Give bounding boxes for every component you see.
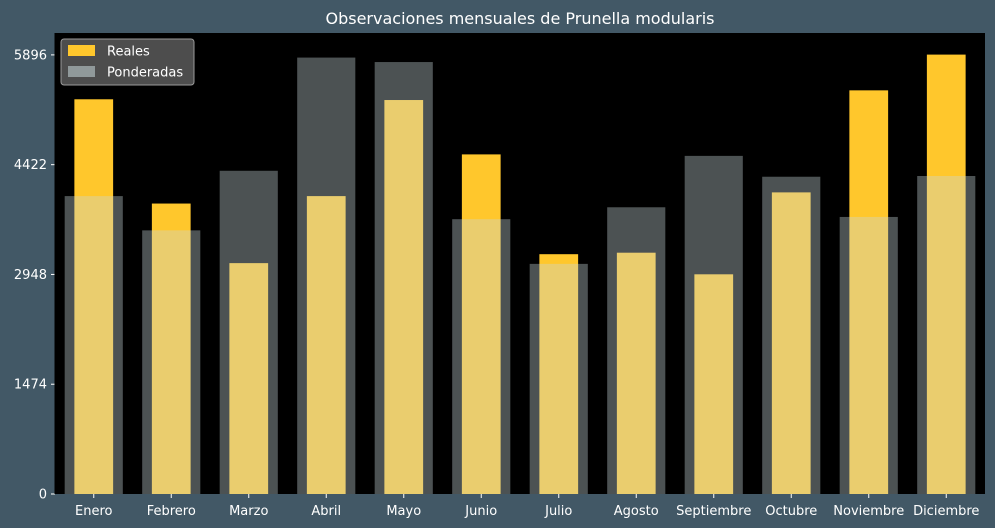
y-tick-label: 2948 xyxy=(14,268,47,283)
bar-ponderadas-abril xyxy=(297,57,356,495)
x-tick-label: Julio xyxy=(544,504,572,519)
bar-ponderadas-febrero xyxy=(142,230,201,494)
x-tick-label: Mayo xyxy=(386,504,421,519)
bar-reales-marzo xyxy=(229,263,269,494)
bar-ponderadas-mayo xyxy=(374,62,433,495)
chart-title: Observaciones mensuales de Prunella modu… xyxy=(326,9,715,28)
x-tick-label: Enero xyxy=(75,504,113,519)
axes-layer: Enero Febrero Marzo Abril Mayo Junio Julio Agos… xyxy=(14,33,979,519)
x-tick-label: Septiembre xyxy=(676,504,751,519)
legend-swatch-ponderadas xyxy=(68,66,95,77)
y-tick-label: 4422 xyxy=(14,158,47,173)
y-tick-label: 5896 xyxy=(14,48,47,63)
plot-area xyxy=(55,33,985,494)
bar-reales-agosto xyxy=(616,252,656,494)
bar-ponderadas-marzo xyxy=(219,170,278,494)
legend-label-reales: Reales xyxy=(107,45,150,60)
bar-reales-abril xyxy=(306,196,346,494)
bar-reales-enero xyxy=(74,99,114,494)
legend-swatch-reales xyxy=(68,45,95,56)
bar-ponderadas-enero xyxy=(64,196,123,494)
x-tick-label: Diciembre xyxy=(913,504,979,519)
bar-ponderadas-junio xyxy=(452,219,511,495)
x-tick-label: Febrero xyxy=(147,504,196,519)
bar-reales-septiembre xyxy=(694,274,734,494)
legend-label-ponderadas: Ponderadas xyxy=(107,66,183,81)
bar-reales-julio xyxy=(539,254,579,494)
x-tick-label: Noviembre xyxy=(833,504,904,519)
y-tick-label: 1474 xyxy=(14,378,47,393)
bar-reales-mayo xyxy=(384,100,424,494)
bar-ponderadas-agosto xyxy=(607,207,666,494)
bar-reales-octubre xyxy=(771,192,811,495)
x-tick-label: Agosto xyxy=(614,504,659,519)
bar-ponderadas-octubre xyxy=(762,176,821,494)
bar-ponderadas-diciembre xyxy=(917,175,976,494)
x-tick-label: Marzo xyxy=(229,504,268,519)
bars-layer xyxy=(64,54,976,495)
x-tick-label: Junio xyxy=(464,504,497,519)
bar-reales-febrero xyxy=(151,203,191,494)
bar-ponderadas-julio xyxy=(529,263,588,494)
legend: Reales Ponderadas xyxy=(60,38,195,86)
x-tick-label: Abril xyxy=(311,504,341,519)
bar-ponderadas-noviembre xyxy=(839,216,898,494)
bar-reales-junio xyxy=(461,154,501,495)
y-tick-label: 0 xyxy=(39,488,47,503)
bar-reales-diciembre xyxy=(926,54,966,494)
x-tick-label: Octubre xyxy=(765,504,817,519)
bar-reales-noviembre xyxy=(849,90,889,495)
bar-ponderadas-septiembre xyxy=(684,155,743,495)
